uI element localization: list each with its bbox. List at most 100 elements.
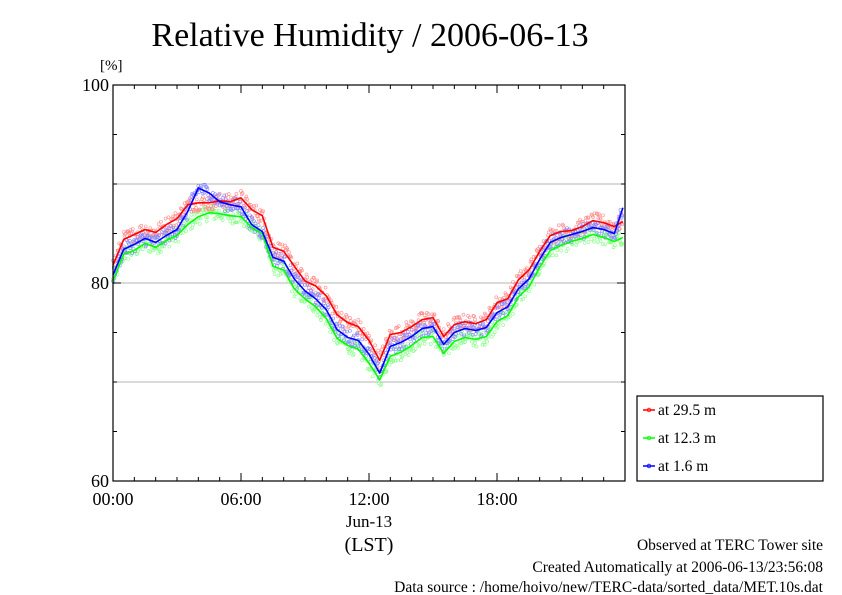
data-point: [226, 209, 230, 213]
data-point: [217, 208, 221, 213]
data-point: [204, 185, 209, 189]
data-point: [521, 297, 525, 301]
data-point: [406, 353, 411, 357]
data-point: [166, 215, 171, 220]
data-point: [328, 329, 332, 334]
data-point: [348, 316, 352, 320]
data-point: [613, 243, 617, 248]
data-point: [189, 213, 194, 217]
data-point: [278, 251, 283, 256]
data-point: [358, 320, 363, 325]
data-point: [597, 231, 601, 236]
data-point: [163, 216, 168, 221]
data-point: [250, 215, 255, 220]
data-point: [181, 230, 185, 235]
data-point: [550, 253, 555, 258]
data-point: [584, 215, 588, 220]
data-point: [432, 312, 437, 317]
data-point: [240, 191, 245, 195]
data-point: [444, 335, 448, 339]
data-point: [291, 279, 295, 284]
data-point: [171, 238, 175, 243]
data-point: [123, 232, 127, 236]
data-point: [326, 305, 331, 310]
series-line: [112, 187, 624, 374]
data-point: [467, 330, 471, 335]
data-point: [531, 254, 536, 259]
data-point: [473, 317, 477, 322]
data-point: [249, 215, 254, 219]
footer-site: Observed at TERC Tower site: [637, 537, 823, 554]
data-point: [402, 343, 406, 348]
data-point: [280, 271, 284, 275]
data-point: [198, 222, 202, 226]
data-point: [289, 255, 294, 260]
data-point: [314, 305, 319, 310]
legend-marker: [646, 463, 652, 469]
data-point: [499, 305, 503, 310]
data-point: [285, 247, 290, 252]
data-point: [598, 217, 603, 221]
data-point: [371, 374, 375, 379]
legend-marker: [646, 407, 652, 413]
data-point: [140, 247, 145, 252]
data-point: [540, 245, 545, 249]
data-point: [524, 266, 529, 271]
data-point: [185, 218, 189, 222]
data-point: [299, 266, 303, 271]
data-point: [235, 206, 239, 211]
y-axis-unit-label: [%]: [100, 58, 123, 74]
data-point: [443, 344, 447, 349]
data-point: [148, 226, 153, 230]
data-point: [489, 306, 493, 311]
data-point: [294, 291, 298, 296]
data-point: [300, 268, 304, 273]
data-point: [393, 349, 398, 354]
data-point: [503, 301, 508, 305]
data-point: [586, 216, 591, 220]
data-point: [121, 230, 126, 234]
data-point: [140, 233, 145, 238]
data-point: [569, 236, 573, 241]
data-point: [311, 292, 316, 297]
data-point: [299, 277, 303, 282]
data-point: [319, 305, 324, 310]
data-point: [161, 227, 166, 232]
data-point: [245, 209, 249, 213]
data-point: [307, 304, 311, 309]
data-point: [371, 353, 376, 358]
data-point: [470, 339, 474, 344]
data-point: [405, 323, 409, 328]
data-point: [150, 241, 155, 246]
data-point: [283, 243, 287, 248]
data-point: [387, 362, 392, 367]
data-point: [202, 198, 207, 202]
data-point: [292, 294, 297, 299]
x-tick-label: 18:00: [476, 489, 517, 509]
data-point: [299, 299, 303, 304]
data-point: [436, 319, 441, 324]
data-point: [494, 295, 499, 300]
data-point: [301, 290, 306, 295]
data-point: [193, 220, 198, 224]
data-point: [373, 343, 377, 348]
data-point: [521, 286, 526, 291]
data-point: [493, 317, 498, 321]
data-point: [345, 346, 350, 351]
data-scatter-layer: [111, 182, 625, 388]
data-point: [606, 219, 611, 224]
data-point: [497, 315, 502, 320]
data-point: [192, 212, 197, 217]
data-point: [446, 322, 451, 326]
data-point: [346, 347, 351, 352]
data-point: [409, 327, 414, 332]
data-point: [214, 208, 219, 213]
data-point: [396, 324, 401, 328]
data-point: [261, 226, 265, 230]
data-point: [457, 333, 461, 338]
data-point: [352, 340, 357, 344]
data-point: [508, 314, 512, 319]
data-point: [535, 249, 540, 253]
data-point: [620, 241, 625, 246]
data-point: [393, 358, 398, 363]
